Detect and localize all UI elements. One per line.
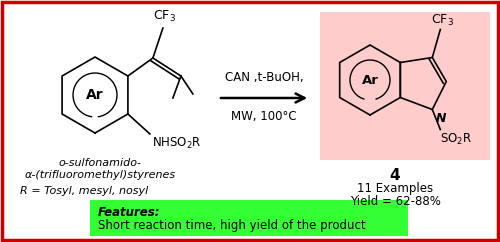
Text: 11 Examples: 11 Examples — [357, 182, 433, 195]
Text: Yield = 62-88%: Yield = 62-88% — [350, 195, 440, 208]
Text: N: N — [436, 113, 446, 126]
Text: MW, 100°C: MW, 100°C — [231, 110, 297, 123]
Text: CF$_3$: CF$_3$ — [154, 9, 176, 24]
Text: R = Tosyl, mesyl, nosyl: R = Tosyl, mesyl, nosyl — [20, 186, 148, 196]
Text: CAN ,t-BuOH,: CAN ,t-BuOH, — [224, 71, 304, 84]
Text: Ar: Ar — [362, 74, 378, 86]
Text: α-(trifluoromethyl)styrenes: α-(trifluoromethyl)styrenes — [24, 170, 176, 180]
Text: Ar: Ar — [86, 88, 104, 102]
Bar — [320, 12, 490, 160]
Text: NHSO$_2$R: NHSO$_2$R — [152, 136, 202, 151]
Text: CF$_3$: CF$_3$ — [431, 12, 454, 28]
Text: Features:: Features: — [98, 206, 160, 219]
Text: SO$_2$R: SO$_2$R — [440, 131, 472, 147]
Text: o-sulfonamido-: o-sulfonamido- — [58, 158, 142, 168]
Text: 4: 4 — [390, 168, 400, 183]
Text: Short reaction time, high yield of the product: Short reaction time, high yield of the p… — [98, 219, 365, 232]
Bar — [90, 200, 408, 236]
